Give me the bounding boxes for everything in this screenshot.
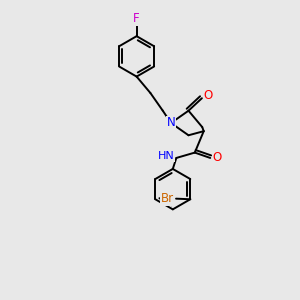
Text: HN: HN — [158, 151, 175, 161]
Text: N: N — [167, 116, 176, 130]
Text: Br: Br — [160, 192, 174, 205]
Text: F: F — [133, 12, 140, 26]
Text: O: O — [203, 89, 212, 102]
Text: O: O — [212, 152, 221, 164]
